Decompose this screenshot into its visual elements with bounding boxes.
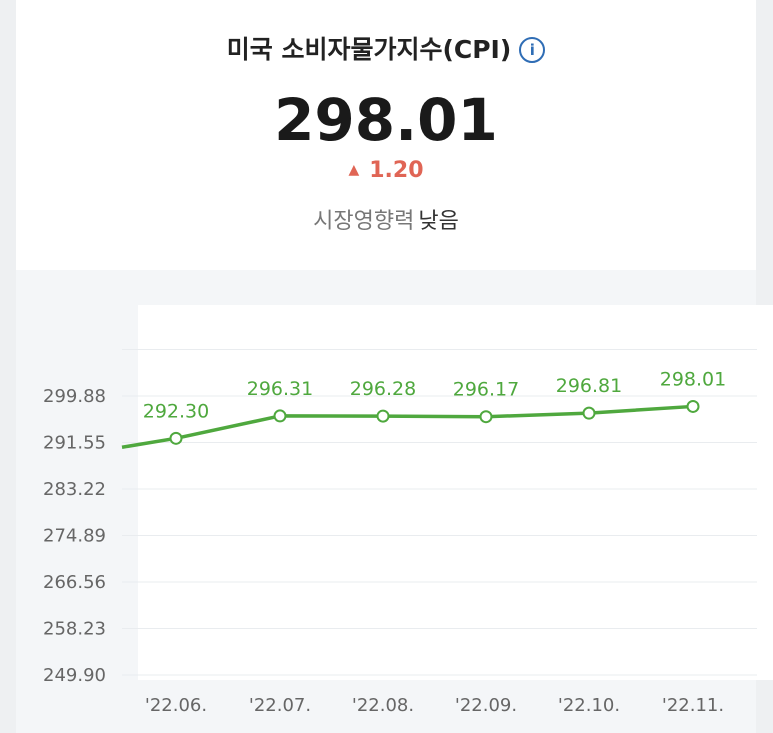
current-value: 298.01 bbox=[274, 86, 498, 154]
data-point bbox=[686, 399, 700, 413]
impact-level: 낮음 bbox=[418, 209, 459, 234]
info-icon[interactable]: i bbox=[519, 37, 546, 63]
x-tick-label: '22.09. bbox=[455, 695, 517, 716]
y-tick-label: 283.22 bbox=[43, 479, 106, 500]
y-tick-label: 291.55 bbox=[43, 433, 106, 454]
data-point bbox=[376, 409, 390, 423]
change-value: 1.20 bbox=[369, 158, 424, 183]
x-tick-label: '22.06. bbox=[145, 695, 207, 716]
x-tick-label: '22.07. bbox=[249, 695, 311, 716]
y-tick-label: 299.88 bbox=[43, 386, 106, 407]
data-label: 292.30 bbox=[143, 400, 209, 422]
y-tick-label: 274.89 bbox=[43, 526, 106, 547]
x-tick-label: '22.08. bbox=[352, 695, 414, 716]
data-point bbox=[582, 406, 596, 420]
data-point bbox=[273, 409, 287, 423]
change-indicator: ▲ 1.20 bbox=[16, 158, 756, 183]
y-tick-label: 249.90 bbox=[43, 665, 106, 686]
x-tick-label: '22.10. bbox=[558, 695, 620, 716]
y-tick-label: 258.23 bbox=[43, 619, 106, 640]
data-label: 296.81 bbox=[556, 375, 622, 397]
x-tick-label: '22.11. bbox=[662, 695, 724, 716]
summary-panel: 미국 소비자물가지수(CPI) i 298.01 ▲ 1.20 시장영향력 낮음 bbox=[16, 0, 756, 270]
data-point bbox=[169, 431, 183, 445]
data-label: 296.31 bbox=[247, 378, 313, 400]
data-label: 296.28 bbox=[350, 378, 416, 400]
cpi-card: 미국 소비자물가지수(CPI) i 298.01 ▲ 1.20 시장영향력 낮음 bbox=[16, 0, 773, 733]
data-label: 296.17 bbox=[453, 379, 519, 401]
up-triangle-icon: ▲ bbox=[348, 162, 360, 178]
market-impact: 시장영향력 낮음 bbox=[16, 203, 756, 235]
page-title: 미국 소비자물가지수(CPI) bbox=[226, 35, 512, 64]
impact-label: 시장영향력 bbox=[313, 209, 415, 234]
title-row: 미국 소비자물가지수(CPI) i bbox=[16, 30, 756, 66]
y-tick-label: 266.56 bbox=[43, 572, 106, 593]
data-point bbox=[479, 410, 493, 424]
data-label: 298.01 bbox=[660, 368, 726, 390]
plot-area bbox=[138, 305, 773, 680]
